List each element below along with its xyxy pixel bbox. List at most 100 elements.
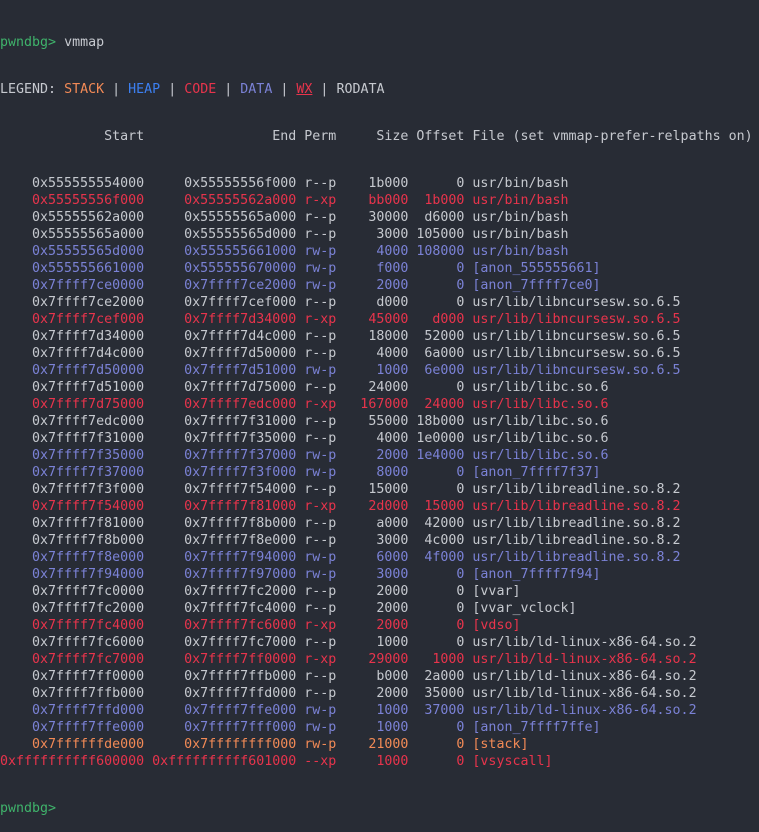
- size: 2000: [344, 278, 409, 293]
- permissions: r-xp: [304, 193, 337, 208]
- header-end: End: [152, 129, 297, 144]
- table-row: 0x555555554000 0x55555556f000 r--p 1b000…: [0, 175, 753, 192]
- size: 8000: [344, 465, 409, 480]
- legend-separator: |: [168, 82, 177, 97]
- start-address: 0x7ffff7f31000: [0, 431, 145, 446]
- offset: 52000: [416, 329, 465, 344]
- start-address: 0x7ffff7f3f000: [0, 482, 145, 497]
- size: 4000: [344, 346, 409, 361]
- permissions: r--p: [304, 227, 337, 242]
- start-address: 0x7ffff7ffe000: [0, 720, 145, 735]
- file-path: usr/lib/ld-linux-x86-64.so.2: [472, 686, 697, 701]
- file-path: usr/bin/bash: [472, 210, 569, 225]
- end-address: 0x7ffff7fc6000: [152, 618, 297, 633]
- permissions: r-xp: [304, 499, 337, 514]
- size: 29000: [344, 652, 409, 667]
- prompt-line[interactable]: pwndbg>: [0, 800, 753, 817]
- file-path: usr/lib/libreadline.so.8.2: [472, 550, 681, 565]
- size: 167000: [344, 397, 409, 412]
- offset: 42000: [416, 516, 465, 531]
- table-row: 0x7ffff7f35000 0x7ffff7f37000 rw-p 2000 …: [0, 447, 753, 464]
- size: b000: [344, 669, 409, 684]
- start-address: 0x7ffff7f94000: [0, 567, 145, 582]
- end-address: 0x55555565a000: [152, 210, 297, 225]
- offset: 0: [416, 176, 465, 191]
- file-path: usr/lib/libncursesw.so.6.5: [472, 295, 681, 310]
- start-address: 0x55555565a000: [0, 227, 145, 242]
- offset: 0: [416, 465, 465, 480]
- end-address: 0x555555661000: [152, 244, 297, 259]
- offset: 105000: [416, 227, 465, 242]
- start-address: 0x7ffff7f8b000: [0, 533, 145, 548]
- end-address: 0x7ffff7d50000: [152, 346, 297, 361]
- table-row: 0x7ffff7ff0000 0x7ffff7ffb000 r--p b000 …: [0, 668, 753, 685]
- table-row: 0x7ffff7f94000 0x7ffff7f97000 rw-p 3000 …: [0, 566, 753, 583]
- start-address: 0x7ffff7f37000: [0, 465, 145, 480]
- file-path: usr/lib/libc.so.6: [472, 380, 609, 395]
- permissions: r--p: [304, 686, 337, 701]
- size: d000: [344, 295, 409, 310]
- permissions: r--p: [304, 346, 337, 361]
- start-address: 0x555555661000: [0, 261, 145, 276]
- table-row: 0x7ffff7ffb000 0x7ffff7ffd000 r--p 2000 …: [0, 685, 753, 702]
- file-path: [vvar]: [472, 584, 521, 599]
- permissions: r--p: [304, 414, 337, 429]
- table-row: 0x7ffff7f81000 0x7ffff7f8b000 r--p a000 …: [0, 515, 753, 532]
- table-row: 0x555555661000 0x555555670000 rw-p f000 …: [0, 260, 753, 277]
- table-row: 0x7ffff7d34000 0x7ffff7d4c000 r--p 18000…: [0, 328, 753, 345]
- offset: 15000: [416, 499, 465, 514]
- start-address: 0x555555554000: [0, 176, 145, 191]
- offset: 35000: [416, 686, 465, 701]
- end-address: 0xffffffffff601000: [152, 754, 297, 769]
- legend-stack: STACK: [64, 82, 105, 97]
- file-path: usr/lib/libc.so.6: [472, 397, 609, 412]
- size: f000: [344, 261, 409, 276]
- legend-data: DATA: [240, 82, 273, 97]
- file-path: [stack]: [472, 737, 529, 752]
- table-row: 0x7ffff7f37000 0x7ffff7f3f000 rw-p 8000 …: [0, 464, 753, 481]
- legend-code: CODE: [184, 82, 217, 97]
- start-address: 0x55555565d000: [0, 244, 145, 259]
- file-path: usr/lib/libc.so.6: [472, 448, 609, 463]
- table-row: 0x7ffff7ffd000 0x7ffff7ffe000 rw-p 1000 …: [0, 702, 753, 719]
- table-row: 0x7ffff7f31000 0x7ffff7f35000 r--p 4000 …: [0, 430, 753, 447]
- legend-separator: |: [320, 82, 329, 97]
- legend-separator: |: [112, 82, 121, 97]
- size: 1000: [344, 703, 409, 718]
- table-row: 0x7ffff7d51000 0x7ffff7d75000 r--p 24000…: [0, 379, 753, 396]
- file-path: [anon_7ffff7ffe]: [472, 720, 601, 735]
- end-address: 0x7ffff7edc000: [152, 397, 297, 412]
- start-address: 0x7ffff7d34000: [0, 329, 145, 344]
- end-address: 0x7ffff7cef000: [152, 295, 297, 310]
- file-path: usr/lib/ld-linux-x86-64.so.2: [472, 703, 697, 718]
- end-address: 0x7ffff7ffd000: [152, 686, 297, 701]
- start-address: 0x7ffff7fc7000: [0, 652, 145, 667]
- terminal-output[interactable]: pwndbg> vmmap LEGEND: STACK | HEAP | COD…: [0, 4, 753, 832]
- legend-heap: HEAP: [128, 82, 161, 97]
- size: 2000: [344, 448, 409, 463]
- offset: 108000: [416, 244, 465, 259]
- legend: LEGEND: STACK | HEAP | CODE | DATA | WX …: [0, 81, 753, 98]
- offset: d000: [416, 312, 465, 327]
- permissions: r--p: [304, 176, 337, 191]
- size: bb000: [344, 193, 409, 208]
- size: 4000: [344, 431, 409, 446]
- permissions: r--p: [304, 669, 337, 684]
- table-row: 0x55555556f000 0x55555562a000 r-xp bb000…: [0, 192, 753, 209]
- offset: 0: [416, 380, 465, 395]
- permissions: rw-p: [304, 465, 337, 480]
- end-address: 0x7ffff7ce2000: [152, 278, 297, 293]
- table-row: 0x7ffff7d75000 0x7ffff7edc000 r-xp 16700…: [0, 396, 753, 413]
- permissions: r--p: [304, 431, 337, 446]
- permissions: r-xp: [304, 618, 337, 633]
- start-address: 0x7ffff7d75000: [0, 397, 145, 412]
- table-row: 0x7ffff7f54000 0x7ffff7f81000 r-xp 2d000…: [0, 498, 753, 515]
- permissions: r--p: [304, 584, 337, 599]
- file-path: usr/lib/ld-linux-x86-64.so.2: [472, 669, 697, 684]
- size: 3000: [344, 567, 409, 582]
- end-address: 0x7ffff7fc2000: [152, 584, 297, 599]
- vmmap-table: 0x555555554000 0x55555556f000 r--p 1b000…: [0, 175, 753, 770]
- start-address: 0x55555556f000: [0, 193, 145, 208]
- permissions: rw-p: [304, 550, 337, 565]
- end-address: 0x555555670000: [152, 261, 297, 276]
